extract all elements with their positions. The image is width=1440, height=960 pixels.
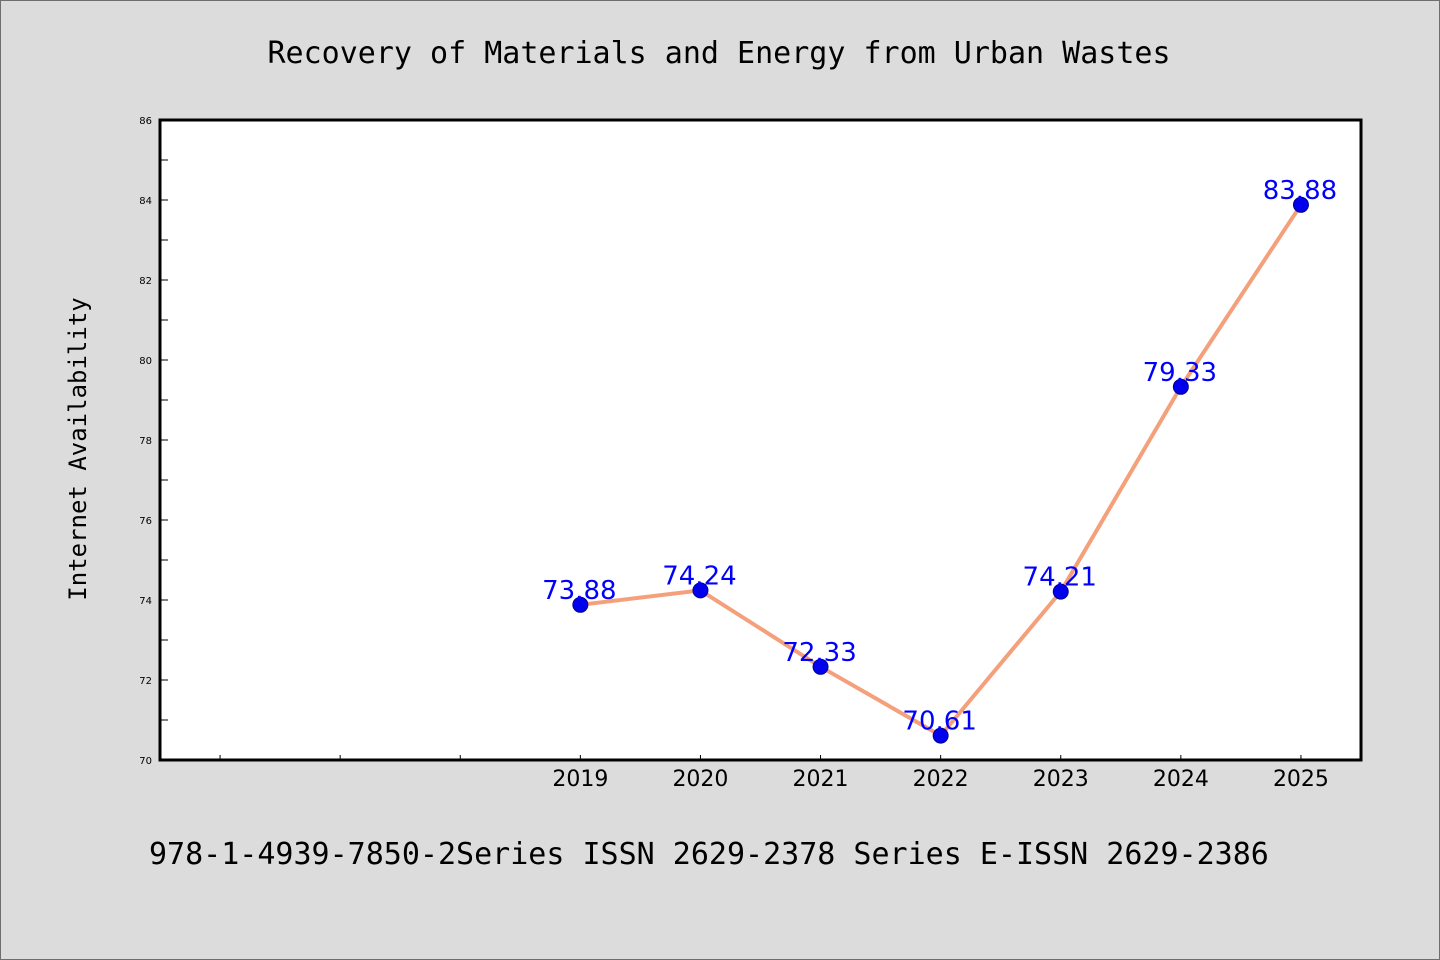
y-tick-label: 72 — [139, 676, 152, 687]
y-tick-label: 74 — [139, 596, 152, 607]
data-label: 74.24 — [662, 561, 736, 591]
chart-title: Recovery of Materials and Energy from Ur… — [267, 36, 1170, 71]
data-point-marker — [572, 596, 589, 613]
y-tick-label: 76 — [139, 516, 152, 527]
y-tick-label: 70 — [139, 756, 152, 767]
data-point-marker — [1172, 378, 1189, 395]
y-tick-label: 86 — [139, 116, 152, 127]
plot-area — [158, 118, 1363, 762]
data-label: 73.88 — [542, 576, 616, 606]
data-label: 74.21 — [1023, 563, 1097, 593]
x-tick-label: 2024 — [1153, 767, 1209, 792]
x-tick-label: 2025 — [1273, 767, 1329, 792]
x-tick-label: 2021 — [793, 767, 849, 792]
data-point-marker — [932, 727, 949, 744]
data-label-layer: 73.88 74.24 72.33 70.61 74.21 79.33 83.88 — [542, 176, 1337, 737]
y-tick-label: 84 — [139, 196, 152, 207]
y-tick-label: 78 — [139, 436, 152, 447]
data-label: 83.88 — [1263, 176, 1337, 206]
y-tick-label: 80 — [139, 356, 152, 367]
x-tick-label: 2020 — [672, 767, 728, 792]
y-axis: 70 72 74 76 78 80 82 84 86 — [139, 116, 168, 767]
data-point-layer — [572, 196, 1309, 744]
data-point-marker — [1292, 196, 1309, 213]
data-label: 72.33 — [782, 638, 856, 668]
x-tick-label: 2023 — [1033, 767, 1089, 792]
data-point-marker — [812, 658, 829, 675]
data-point-marker — [1052, 583, 1069, 600]
x-tick-label: 2019 — [552, 767, 608, 792]
y-axis-label: Internet Availability — [64, 297, 92, 600]
x-axis: 2019 2020 2021 2022 2023 2024 2025 — [219, 755, 1329, 792]
data-label: 70.61 — [902, 707, 976, 737]
y-tick-label: 82 — [139, 276, 152, 287]
x-tick-label: 2022 — [913, 767, 969, 792]
data-label: 79.33 — [1143, 358, 1217, 388]
footer-isbn-text: 978-1-4939-7850-2Series ISSN 2629-2378 S… — [149, 837, 1269, 872]
data-point-marker — [692, 582, 709, 599]
